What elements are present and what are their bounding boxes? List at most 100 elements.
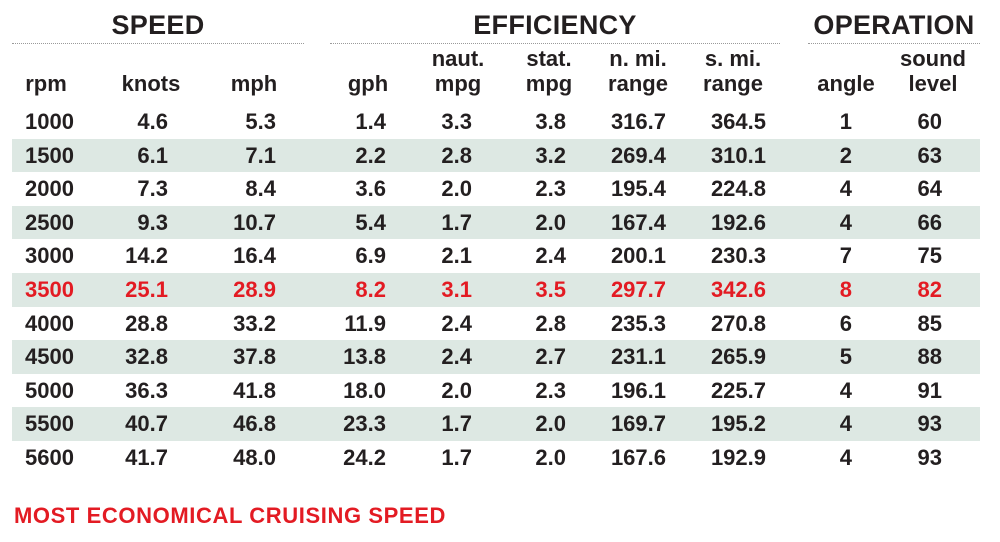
column-header-rpm: rpm <box>6 46 86 96</box>
cell-n-mi-range: 297.7 <box>610 276 666 302</box>
cell-rpm: 4500 <box>25 344 74 370</box>
table-row: 4500 32.8 37.8 13.8 2.4 2.7 231.1 265.9 5 88 <box>12 340 980 374</box>
cell-knots: 4.6 <box>137 109 168 134</box>
cell-s-mi-range: 364.5 <box>710 109 766 134</box>
cell-gph: 8.2 <box>355 276 386 302</box>
cell-mph: 46.8 <box>233 411 276 437</box>
cell-gph: 1.4 <box>355 109 386 134</box>
column-header-naut-mpg: naut. mpg <box>418 46 498 96</box>
cell-mph: 28.9 <box>233 276 276 302</box>
table-row: 5600 41.7 48.0 24.2 1.7 2.0 167.6 192.9 4 93 <box>12 441 980 475</box>
column-header-line1 <box>106 46 196 71</box>
cell-stat-mpg: 3.2 <box>535 142 566 168</box>
cell-gph: 18.0 <box>343 377 386 403</box>
cell-mph: 5.3 <box>245 109 276 134</box>
cell-sound-level: 93 <box>917 411 942 437</box>
cell-rpm: 2500 <box>25 209 74 235</box>
cell-gph: 3.6 <box>355 176 386 202</box>
cell-mph: 10.7 <box>233 209 276 235</box>
cell-angle: 8 <box>839 276 852 302</box>
cell-s-mi-range: 225.7 <box>710 377 766 403</box>
cell-angle: 6 <box>839 310 852 336</box>
cell-n-mi-range: 316.7 <box>610 109 666 134</box>
column-header-line1: sound <box>900 46 966 71</box>
cell-naut-mpg: 3.3 <box>441 109 472 134</box>
cell-sound-level: 64 <box>917 176 942 202</box>
column-header-gph: gph <box>328 46 408 96</box>
column-header-line2: angle <box>817 71 875 96</box>
cell-sound-level: 82 <box>917 276 942 302</box>
cell-n-mi-range: 196.1 <box>610 377 666 403</box>
cell-knots: 40.7 <box>125 411 168 437</box>
cell-knots: 7.3 <box>137 176 168 202</box>
cell-gph: 11.9 <box>344 310 386 336</box>
cell-s-mi-range: 310.1 <box>710 142 766 168</box>
table-row: 1000 4.6 5.3 1.4 3.3 3.8 316.7 364.5 1 60 <box>12 105 980 139</box>
cell-knots: 41.7 <box>125 444 168 470</box>
cell-s-mi-range: 342.6 <box>710 276 766 302</box>
cell-knots: 9.3 <box>137 209 168 235</box>
cell-angle: 7 <box>839 243 852 269</box>
cell-naut-mpg: 2.0 <box>441 377 472 403</box>
column-header-line1: n. mi. <box>609 46 667 71</box>
cell-rpm: 3500 <box>25 276 74 302</box>
cell-s-mi-range: 195.2 <box>710 411 766 437</box>
cell-naut-mpg: 2.4 <box>441 310 472 336</box>
cell-gph: 24.2 <box>343 444 386 470</box>
column-header-n-mi-range: n. mi. range <box>593 46 683 96</box>
cell-sound-level: 93 <box>917 444 942 470</box>
cell-mph: 37.8 <box>233 344 276 370</box>
cell-gph: 23.3 <box>343 411 386 437</box>
cell-n-mi-range: 167.6 <box>610 444 666 470</box>
column-header-line2: knots <box>121 71 181 96</box>
table-row: 5500 40.7 46.8 23.3 1.7 2.0 169.7 195.2 4 93 <box>12 407 980 441</box>
column-header-line2: mpg <box>434 71 482 96</box>
cell-rpm: 5500 <box>25 411 74 437</box>
cell-rpm: 5000 <box>25 377 74 403</box>
cell-knots: 6.1 <box>137 142 168 168</box>
footnote: MOST ECONOMICAL CRUISING SPEED <box>14 503 446 528</box>
data-table: 1000 4.6 5.3 1.4 3.3 3.8 316.7 364.5 1 60 1500 6.1 7… <box>12 105 980 475</box>
table-row: 2500 9.3 10.7 5.4 1.7 2.0 167.4 192.6 4 66 <box>12 205 980 240</box>
cell-stat-mpg: 3.5 <box>535 276 566 302</box>
cell-naut-mpg: 2.8 <box>441 142 472 168</box>
cell-angle: 5 <box>839 344 852 370</box>
column-header-angle: angle <box>804 46 888 96</box>
cell-stat-mpg: 2.0 <box>535 444 566 470</box>
column-header-sound-level: sound level <box>891 46 975 96</box>
cell-angle: 1 <box>839 109 852 134</box>
column-header-line2: range <box>608 71 668 96</box>
column-header-line2: level <box>908 71 958 96</box>
cell-mph: 48.0 <box>233 444 276 470</box>
cell-naut-mpg: 1.7 <box>441 209 472 235</box>
cell-angle: 4 <box>839 444 852 470</box>
column-header-line1 <box>804 46 888 71</box>
column-header-mph: mph <box>214 46 294 96</box>
cell-mph: 41.8 <box>233 377 276 403</box>
cell-knots: 25.1 <box>125 276 168 302</box>
cell-s-mi-range: 192.6 <box>710 209 766 235</box>
cell-naut-mpg: 1.7 <box>441 444 472 470</box>
cell-stat-mpg: 2.8 <box>535 310 566 336</box>
cell-knots: 14.2 <box>125 243 168 269</box>
column-header-stat-mpg: stat. mpg <box>509 46 589 96</box>
cell-naut-mpg: 1.7 <box>441 411 472 437</box>
cell-sound-level: 91 <box>917 377 942 403</box>
column-header-line1: stat. <box>526 46 572 71</box>
cell-n-mi-range: 231.1 <box>610 344 666 370</box>
cell-gph: 5.4 <box>355 209 386 235</box>
table-row: 5000 36.3 41.8 18.0 2.0 2.3 196.1 225.7 4 91 <box>12 374 980 408</box>
table-row: 4000 28.8 33.2 11.9 2.4 2.8 235.3 270.8 6 85 <box>12 307 980 341</box>
cell-rpm: 3000 <box>25 243 74 269</box>
cell-stat-mpg: 2.3 <box>535 377 566 403</box>
group-title-speed: SPEED <box>12 8 304 44</box>
cell-angle: 2 <box>839 142 852 168</box>
group-title-efficiency: EFFICIENCY <box>330 8 780 44</box>
cell-mph: 7.1 <box>245 142 276 168</box>
cell-s-mi-range: 230.3 <box>710 243 766 269</box>
cell-s-mi-range: 192.9 <box>710 444 766 470</box>
cell-s-mi-range: 270.8 <box>710 310 766 336</box>
column-header-line1 <box>6 46 86 71</box>
table-row: 1500 6.1 7.1 2.2 2.8 3.2 269.4 310.1 2 63 <box>12 138 980 173</box>
cell-knots: 36.3 <box>125 377 168 403</box>
